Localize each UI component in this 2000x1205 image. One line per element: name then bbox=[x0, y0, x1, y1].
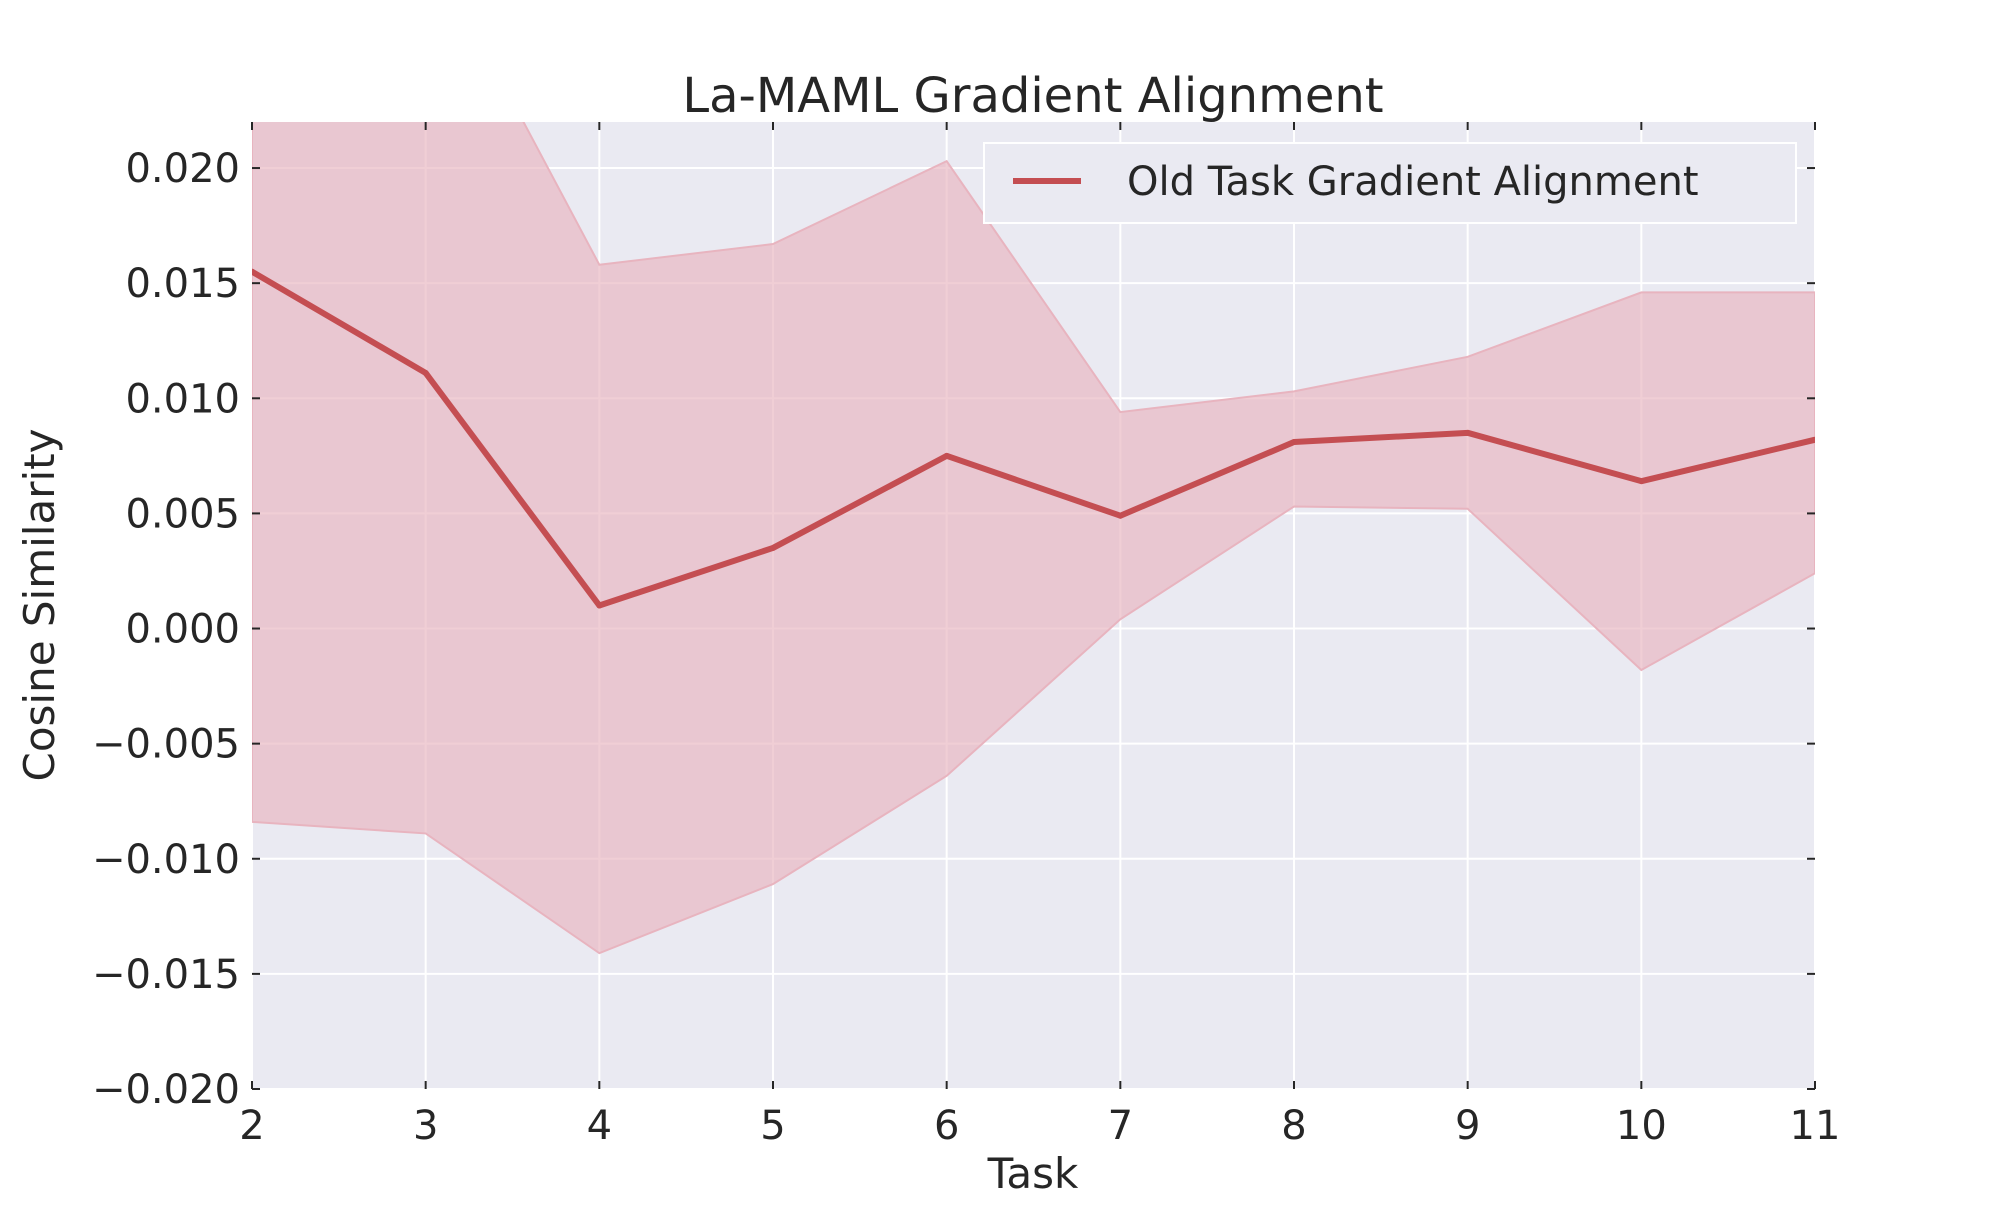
data-point bbox=[943, 452, 950, 459]
y-tick-label: −0.015 bbox=[92, 952, 240, 998]
ticks: 2 3 4 5 6 7 8 9 10 11 −0.020 −0.015 −0.010 −0.005 0.00… bbox=[92, 122, 1840, 1149]
y-tick-label: 0.010 bbox=[125, 376, 240, 422]
y-axis-label: Cosine Similarity bbox=[15, 429, 64, 782]
series-line-layer bbox=[252, 268, 1815, 609]
x-tick-label: 11 bbox=[1790, 1103, 1841, 1149]
x-tick-label: 2 bbox=[239, 1103, 264, 1149]
legend-entry-label: Old Task Gradient Alignment bbox=[1127, 159, 1699, 205]
y-tick-label: 0.020 bbox=[125, 146, 240, 192]
y-tick-label: −0.010 bbox=[92, 837, 240, 883]
confidence-band-layer bbox=[252, 122, 1815, 955]
data-point bbox=[422, 369, 429, 376]
x-tick-label: 10 bbox=[1616, 1103, 1667, 1149]
series-line bbox=[252, 269, 1815, 609]
x-tick-label: 5 bbox=[760, 1103, 785, 1149]
y-tick-label: −0.005 bbox=[92, 722, 240, 768]
data-point bbox=[1117, 512, 1124, 519]
confidence-band bbox=[252, 122, 1815, 955]
x-tick-label: 4 bbox=[587, 1103, 612, 1149]
legend-box bbox=[983, 142, 1797, 224]
y-tick-label: 0.000 bbox=[125, 607, 240, 653]
x-tick-label: 6 bbox=[934, 1103, 959, 1149]
data-point bbox=[596, 602, 603, 609]
data-point bbox=[770, 544, 776, 551]
x-tick-label: 8 bbox=[1281, 1103, 1306, 1149]
y-tick-label: 0.005 bbox=[125, 491, 240, 537]
legend: Old Task Gradient Alignment bbox=[983, 142, 1797, 224]
chart-title: La-MAML Gradient Alignment bbox=[682, 68, 1383, 124]
x-axis-label: Task bbox=[987, 1149, 1079, 1198]
x-tick-label: 3 bbox=[413, 1103, 438, 1149]
y-tick-label: 0.015 bbox=[125, 261, 240, 307]
data-point bbox=[1291, 439, 1297, 446]
data-point bbox=[1464, 429, 1471, 436]
data-point bbox=[252, 268, 255, 275]
x-tick-label: 7 bbox=[1108, 1103, 1133, 1149]
data-point bbox=[1638, 478, 1645, 485]
y-tick-label: −0.020 bbox=[92, 1067, 240, 1113]
data-point bbox=[1812, 436, 1815, 443]
x-tick-label: 9 bbox=[1455, 1103, 1480, 1149]
